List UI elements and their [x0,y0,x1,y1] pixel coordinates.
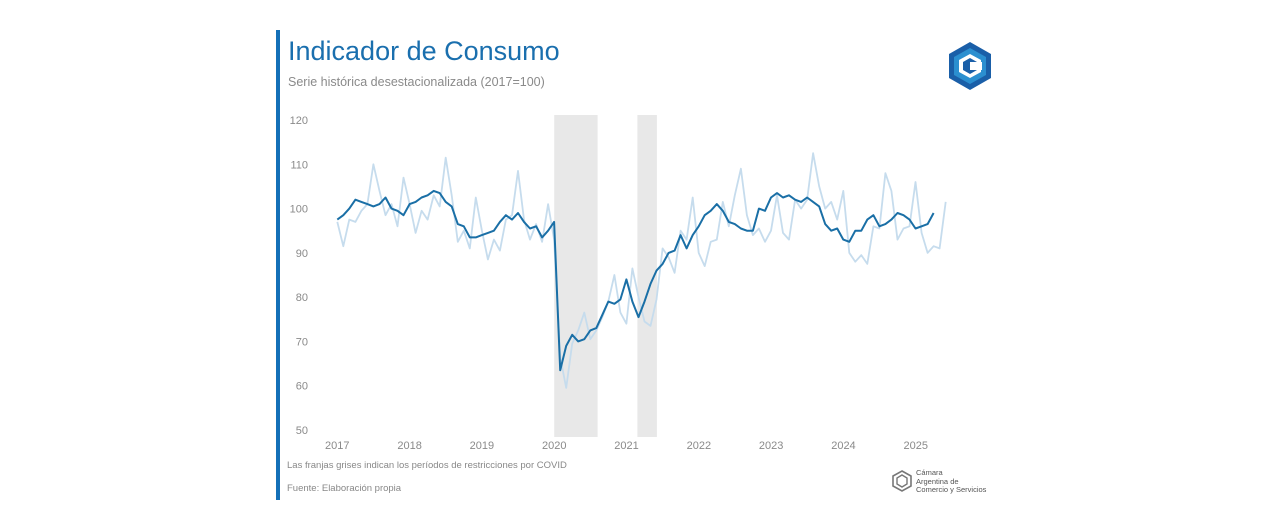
org-name-line: Argentina de [916,476,959,486]
x-tick-label: 2024 [831,440,855,452]
x-tick-label: 2022 [687,440,711,452]
series-line-main [336,189,935,372]
x-tick-label: 2019 [470,440,494,452]
x-tick-label: 2020 [542,440,566,452]
x-tick-label: 2021 [614,440,638,452]
x-tick-label: 2025 [904,440,928,452]
accent-bar [276,30,280,500]
page-title: Indicador de Consumo [288,36,560,66]
y-tick-label: 110 [290,159,308,171]
y-tick-label: 60 [296,381,308,393]
org-name-line: Comercio y Servicios [916,485,987,494]
source-note: Fuente: Elaboración propia [287,483,402,494]
org-logo-icon [892,470,912,492]
org-name: Cámara Argentina de Comercio y Servicios [916,468,1006,495]
y-tick-label: 100 [290,204,308,216]
y-tick-label: 80 [296,292,308,304]
x-tick-label: 2023 [759,440,783,452]
covid-band-1 [637,115,657,437]
y-tick-label: 50 [296,425,308,437]
x-tick-label: 2017 [325,440,349,452]
covid-note: Las franjas grises indican los períodos … [287,460,567,471]
line-chart: 50 60 70 80 90 100 110 120 2017 2018 2019 2020 2021… [290,115,947,452]
y-tick-label: 90 [296,248,308,260]
page-subtitle: Serie histórica desestacionalizada (2017… [288,75,545,89]
chamber-logo-icon [949,42,991,90]
y-tick-label: 70 [296,336,308,348]
org-name-line: Cámara [916,468,943,477]
x-tick-label: 2018 [397,440,421,452]
y-tick-label: 120 [290,115,308,127]
covid-band-0 [554,115,598,437]
